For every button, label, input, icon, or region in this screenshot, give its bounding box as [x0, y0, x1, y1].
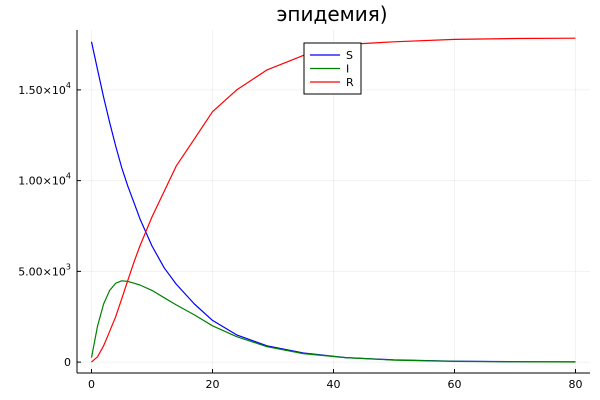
- y-tick-label: 1.00×104: [18, 172, 71, 188]
- series-lines: [90, 37, 576, 363]
- legend-label: S: [346, 49, 353, 62]
- x-tick-label: 40: [327, 378, 341, 391]
- x-tick-label: 80: [568, 378, 582, 391]
- y-tick-label: 0: [64, 356, 71, 369]
- y-tick-mantissa: 0: [64, 356, 71, 369]
- y-tick-mantissa: 5.00×10: [18, 265, 66, 278]
- legend: SIR: [303, 42, 362, 95]
- x-tick-label: 0: [88, 378, 95, 391]
- y-tick-exponent: 4: [66, 81, 71, 90]
- y-tick-mantissa: 1.00×10: [18, 175, 66, 188]
- y-tick-label: 1.50×104: [18, 81, 71, 97]
- series-line-r: [91, 37, 576, 363]
- series-line-i: [90, 280, 576, 363]
- chart-title: эпидемия): [276, 2, 387, 26]
- y-tick-exponent: 4: [66, 172, 71, 181]
- x-tick-label: 20: [206, 378, 220, 391]
- y-tick-mantissa: 1.50×10: [18, 84, 66, 97]
- legend-label: I: [346, 63, 349, 76]
- y-tick-exponent: 3: [66, 262, 71, 271]
- x-tick-label: 60: [447, 378, 461, 391]
- x-ticks: 0 20 40 60 80: [88, 369, 582, 391]
- legend-label: R: [346, 76, 354, 89]
- y-tick-label: 5.00×103: [18, 262, 71, 278]
